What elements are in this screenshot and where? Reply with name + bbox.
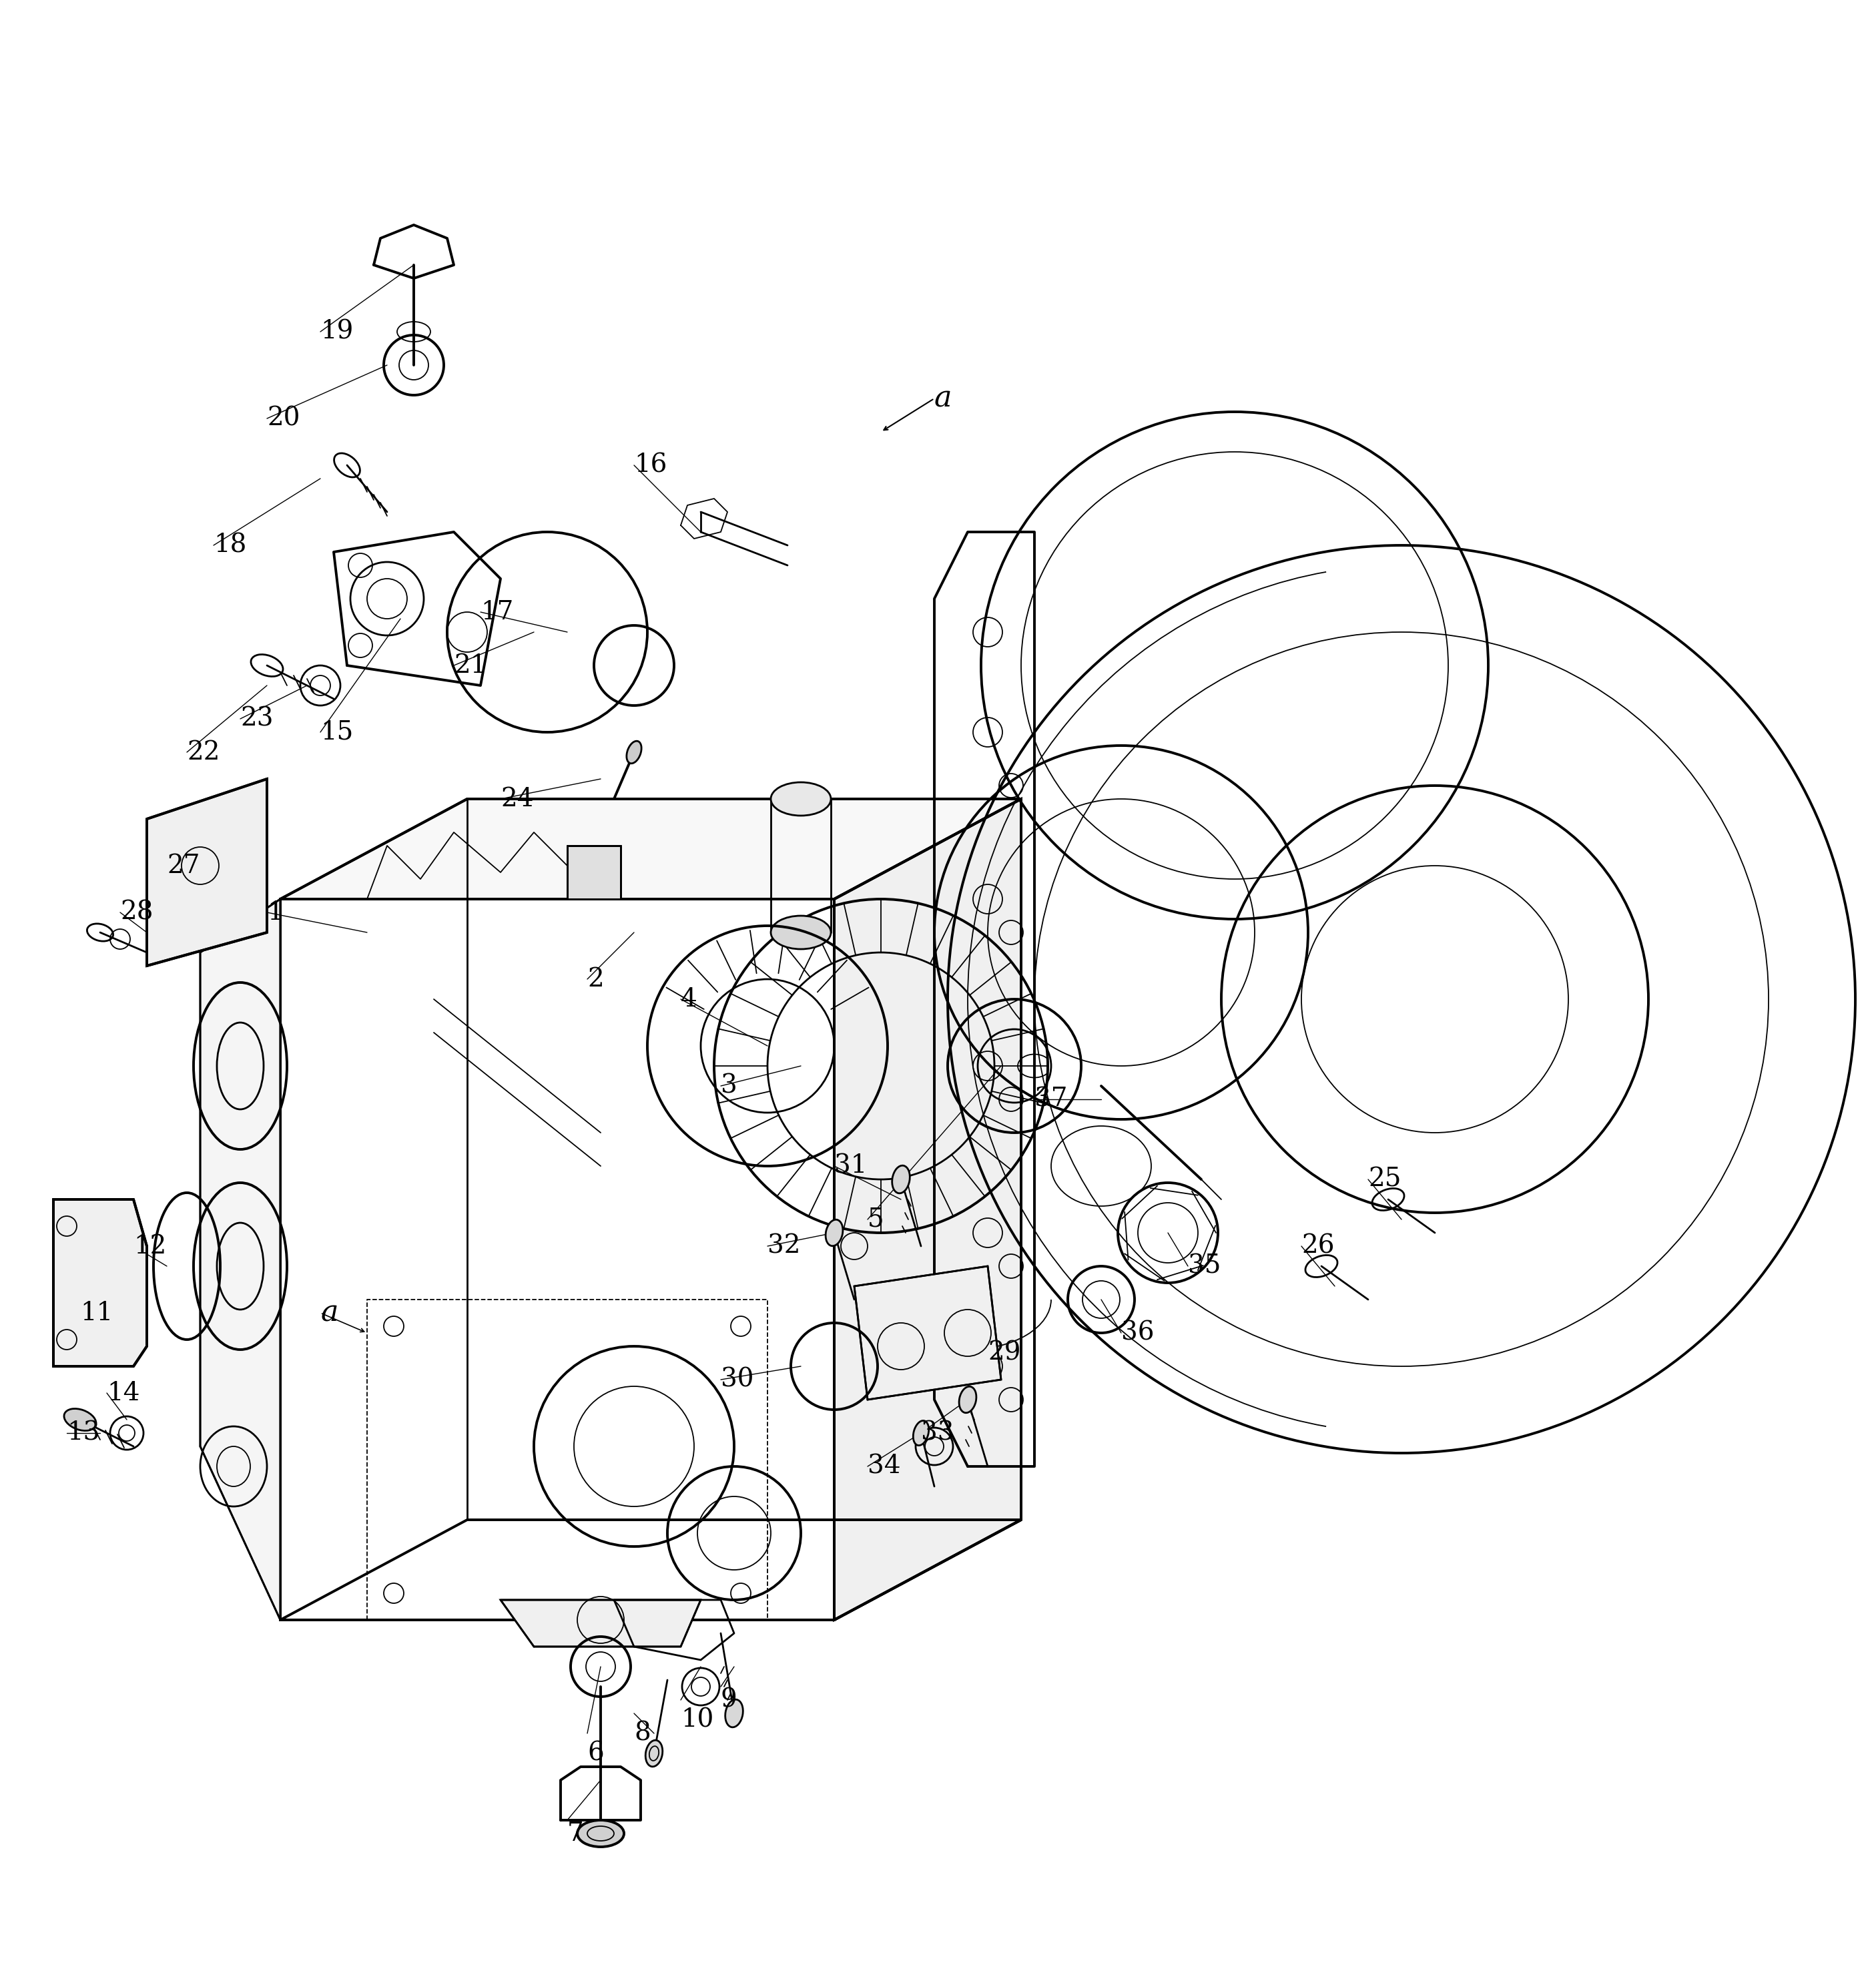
Polygon shape bbox=[567, 846, 621, 899]
Ellipse shape bbox=[64, 1408, 96, 1430]
Text: 32: 32 bbox=[767, 1233, 801, 1259]
Text: 26: 26 bbox=[1302, 1233, 1334, 1259]
Text: 27: 27 bbox=[167, 854, 201, 877]
Text: 23: 23 bbox=[240, 706, 274, 732]
Text: 1: 1 bbox=[266, 901, 283, 924]
Text: 33: 33 bbox=[921, 1420, 955, 1446]
Text: 21: 21 bbox=[454, 653, 486, 679]
Text: 22: 22 bbox=[188, 740, 219, 765]
Text: 24: 24 bbox=[501, 787, 533, 810]
Text: a: a bbox=[934, 384, 951, 413]
Ellipse shape bbox=[726, 1699, 743, 1727]
Text: 37: 37 bbox=[1034, 1088, 1067, 1111]
Text: 7: 7 bbox=[567, 1821, 583, 1845]
Text: 10: 10 bbox=[681, 1707, 713, 1733]
Polygon shape bbox=[201, 899, 280, 1621]
Ellipse shape bbox=[627, 742, 642, 763]
Text: 9: 9 bbox=[720, 1688, 737, 1713]
Polygon shape bbox=[280, 799, 1021, 899]
Text: 35: 35 bbox=[1188, 1253, 1221, 1279]
Ellipse shape bbox=[825, 1220, 842, 1245]
Text: 14: 14 bbox=[107, 1381, 141, 1404]
Text: 4: 4 bbox=[681, 987, 698, 1011]
Polygon shape bbox=[835, 799, 1021, 1621]
Text: 16: 16 bbox=[634, 452, 668, 478]
Text: 29: 29 bbox=[989, 1341, 1021, 1365]
Text: 12: 12 bbox=[133, 1233, 167, 1259]
Text: 19: 19 bbox=[321, 319, 353, 344]
Polygon shape bbox=[146, 779, 266, 966]
Ellipse shape bbox=[771, 917, 831, 950]
Polygon shape bbox=[854, 1267, 1002, 1401]
Ellipse shape bbox=[578, 1819, 625, 1847]
Polygon shape bbox=[501, 1599, 702, 1646]
Polygon shape bbox=[280, 1520, 1021, 1621]
Text: 34: 34 bbox=[867, 1454, 900, 1479]
Text: 30: 30 bbox=[720, 1367, 754, 1393]
Text: 20: 20 bbox=[266, 405, 300, 431]
Text: 6: 6 bbox=[587, 1741, 604, 1766]
Text: 8: 8 bbox=[634, 1721, 651, 1747]
Text: 17: 17 bbox=[480, 600, 514, 624]
Polygon shape bbox=[280, 899, 835, 1621]
Ellipse shape bbox=[959, 1387, 976, 1412]
Text: 36: 36 bbox=[1122, 1320, 1154, 1345]
Text: a: a bbox=[321, 1298, 338, 1328]
Polygon shape bbox=[53, 1200, 146, 1367]
Ellipse shape bbox=[893, 1166, 910, 1194]
Text: 3: 3 bbox=[720, 1074, 737, 1098]
Ellipse shape bbox=[771, 783, 831, 816]
Text: 28: 28 bbox=[120, 901, 154, 924]
Text: 18: 18 bbox=[214, 533, 246, 559]
Ellipse shape bbox=[645, 1741, 662, 1766]
Text: 11: 11 bbox=[81, 1300, 113, 1326]
Text: 15: 15 bbox=[321, 720, 353, 745]
Ellipse shape bbox=[914, 1420, 929, 1446]
Text: 2: 2 bbox=[587, 968, 604, 991]
Text: 13: 13 bbox=[68, 1420, 99, 1446]
Text: 31: 31 bbox=[835, 1155, 867, 1178]
Text: 5: 5 bbox=[867, 1208, 884, 1231]
Text: 25: 25 bbox=[1368, 1166, 1401, 1192]
